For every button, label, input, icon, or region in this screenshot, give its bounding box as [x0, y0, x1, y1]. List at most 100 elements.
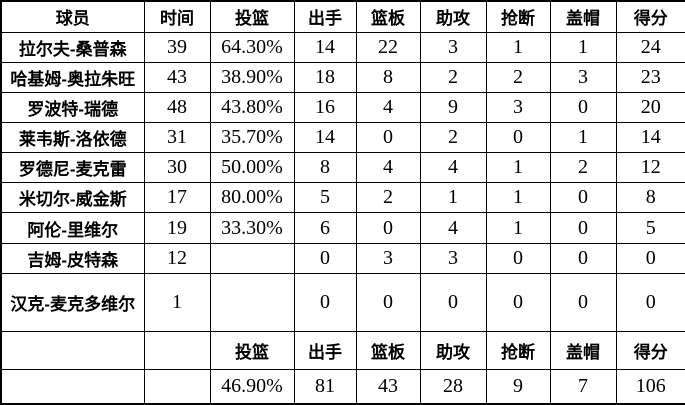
stat-cell-assists: 2 — [419, 122, 487, 154]
player-name-cell: 米切尔-威金斯 — [0, 182, 145, 214]
stat-cell-blocks: 2 — [549, 152, 617, 184]
stat-cell-time: 39 — [143, 31, 211, 63]
table-row: 拉尔夫-桑普森 39 64.30% 14 22 3 1 1 24 — [0, 31, 685, 63]
col-header-points: 得分 — [615, 0, 685, 33]
player-name-cell: 吉姆-皮特森 — [0, 242, 145, 274]
stat-cell-time: 30 — [143, 152, 211, 184]
player-name-cell: 莱韦斯-洛依德 — [0, 122, 145, 154]
stat-cell-time: 1 — [143, 272, 211, 333]
player-name-cell: 汉克-麦克多维尔 — [0, 272, 145, 333]
col-header-time: 时间 — [143, 0, 211, 33]
totals-cell-shots: 81 — [293, 369, 357, 405]
stat-cell-time: 12 — [143, 242, 211, 274]
stat-cell-steals: 2 — [485, 61, 551, 93]
stat-cell-fg-pct — [209, 272, 295, 333]
stat-cell-rebounds: 0 — [355, 122, 421, 154]
stat-cell-assists: 4 — [419, 152, 487, 184]
stat-cell-points: 5 — [615, 212, 685, 244]
footer-header-points: 得分 — [615, 331, 685, 371]
stat-cell-fg-pct: 33.30% — [209, 212, 295, 244]
stat-cell-blocks: 0 — [549, 212, 617, 244]
player-name-cell: 哈基姆-奥拉朱旺 — [0, 61, 145, 93]
table-row: 球员 时间 投篮 出手 篮板 助攻 抢断 盖帽 得分 — [0, 0, 685, 33]
stat-cell-shots: 14 — [293, 122, 357, 154]
totals-cell-fg-pct: 46.90% — [209, 369, 295, 405]
player-name-cell: 拉尔夫-桑普森 — [0, 31, 145, 63]
stat-cell-assists: 3 — [419, 242, 487, 274]
player-name-cell: 阿伦-里维尔 — [0, 212, 145, 244]
stat-cell-blocks: 3 — [549, 61, 617, 93]
table-row: 莱韦斯-洛依德 31 35.70% 14 0 2 0 1 14 — [0, 122, 685, 154]
stat-cell-shots: 6 — [293, 212, 357, 244]
stat-cell-time: 48 — [143, 91, 211, 124]
stat-cell-rebounds: 8 — [355, 61, 421, 93]
totals-cell-blocks: 7 — [549, 369, 617, 405]
stat-cell-shots: 0 — [293, 242, 357, 274]
col-header-blocks: 盖帽 — [549, 0, 617, 33]
stat-cell-fg-pct: 43.80% — [209, 91, 295, 124]
totals-cell-rebounds: 43 — [355, 369, 421, 405]
stat-cell-blocks: 1 — [549, 122, 617, 154]
stat-cell-shots: 16 — [293, 91, 357, 124]
stat-cell-fg-pct — [209, 242, 295, 274]
stat-cell-points: 20 — [615, 91, 685, 124]
stat-cell-steals: 1 — [485, 31, 551, 63]
stat-cell-shots: 18 — [293, 61, 357, 93]
footer-header-steals: 抢断 — [485, 331, 551, 371]
stat-cell-steals: 1 — [485, 182, 551, 214]
col-header-steals: 抢断 — [485, 0, 551, 33]
table-row: 吉姆-皮特森 12 0 3 3 0 0 0 — [0, 242, 685, 274]
stat-cell-assists: 9 — [419, 91, 487, 124]
stat-cell-blocks: 0 — [549, 182, 617, 214]
stat-cell-blocks: 0 — [549, 91, 617, 124]
stat-cell-assists: 1 — [419, 182, 487, 214]
stat-cell-blocks: 1 — [549, 31, 617, 63]
footer-header-assists: 助攻 — [419, 331, 487, 371]
stat-cell-fg-pct: 50.00% — [209, 152, 295, 184]
col-header-shots: 出手 — [293, 0, 357, 33]
table-row: 罗德尼-麦克雷 30 50.00% 8 4 4 1 2 12 — [0, 152, 685, 184]
stat-cell-rebounds: 4 — [355, 91, 421, 124]
stat-cell-shots: 5 — [293, 182, 357, 214]
footer-header-fg-pct: 投篮 — [209, 331, 295, 371]
table-row: 投篮 出手 篮板 助攻 抢断 盖帽 得分 — [0, 331, 685, 371]
stat-cell-fg-pct: 64.30% — [209, 31, 295, 63]
stat-cell-assists: 0 — [419, 272, 487, 333]
stat-cell-rebounds: 2 — [355, 182, 421, 214]
stat-cell-steals: 1 — [485, 152, 551, 184]
stat-cell-rebounds: 3 — [355, 242, 421, 274]
stat-cell-points: 12 — [615, 152, 685, 184]
stat-cell-shots: 0 — [293, 272, 357, 333]
stat-cell-steals: 0 — [485, 122, 551, 154]
totals-cell-points: 106 — [615, 369, 685, 405]
stat-cell-rebounds: 4 — [355, 152, 421, 184]
stat-cell-fg-pct: 35.70% — [209, 122, 295, 154]
stat-cell-time: 31 — [143, 122, 211, 154]
col-header-fg-pct: 投篮 — [209, 0, 295, 33]
stat-cell-assists: 4 — [419, 212, 487, 244]
stat-cell-fg-pct: 38.90% — [209, 61, 295, 93]
stat-cell-steals: 3 — [485, 91, 551, 124]
stat-cell-time: 43 — [143, 61, 211, 93]
totals-cell-steals: 9 — [485, 369, 551, 405]
col-header-assists: 助攻 — [419, 0, 487, 33]
col-header-rebounds: 篮板 — [355, 0, 421, 33]
player-name-cell: 罗波特-瑞德 — [0, 91, 145, 124]
stat-cell-rebounds: 0 — [355, 212, 421, 244]
stat-cell-points: 0 — [615, 242, 685, 274]
stat-cell-assists: 2 — [419, 61, 487, 93]
table-row: 46.90% 81 43 28 9 7 106 — [0, 369, 685, 405]
footer-header-player — [0, 331, 145, 371]
stat-cell-shots: 14 — [293, 31, 357, 63]
stat-cell-points: 24 — [615, 31, 685, 63]
stat-cell-steals: 0 — [485, 272, 551, 333]
table-row: 罗波特-瑞德 48 43.80% 16 4 9 3 0 20 — [0, 91, 685, 124]
stat-cell-rebounds: 0 — [355, 272, 421, 333]
stat-cell-steals: 1 — [485, 212, 551, 244]
stat-cell-steals: 0 — [485, 242, 551, 274]
totals-cell-assists: 28 — [419, 369, 487, 405]
stat-cell-time: 19 — [143, 212, 211, 244]
table-row: 哈基姆-奥拉朱旺 43 38.90% 18 8 2 2 3 23 — [0, 61, 685, 93]
